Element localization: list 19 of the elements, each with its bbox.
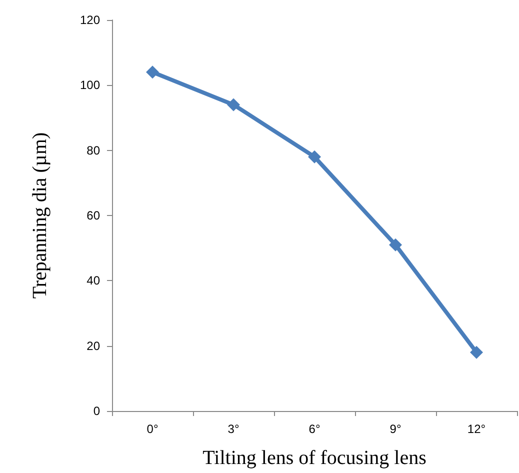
x-tick-label: 9° — [390, 422, 402, 436]
x-tick-label: 0° — [146, 422, 158, 436]
y-axis-title: Trepanning dia (µm) — [29, 132, 51, 299]
y-tick-label: 60 — [86, 208, 100, 222]
y-tick-label: 100 — [80, 78, 100, 92]
y-tick-label: 20 — [86, 338, 100, 353]
y-tick-label: 120 — [80, 13, 100, 27]
y-tick-label: 0 — [93, 404, 100, 418]
point — [146, 66, 159, 79]
point — [308, 150, 321, 164]
y-tick-label: 40 — [86, 274, 100, 288]
y-tick-label: 80 — [86, 143, 100, 158]
x-tick-label: 6° — [308, 422, 320, 436]
x-tick-label: 12° — [467, 422, 486, 436]
point — [470, 346, 483, 359]
point — [227, 98, 240, 112]
point — [389, 238, 402, 252]
x-tick-label: 3° — [228, 422, 240, 436]
x-axis-title: Tilting lens of focusing lens — [202, 447, 427, 469]
